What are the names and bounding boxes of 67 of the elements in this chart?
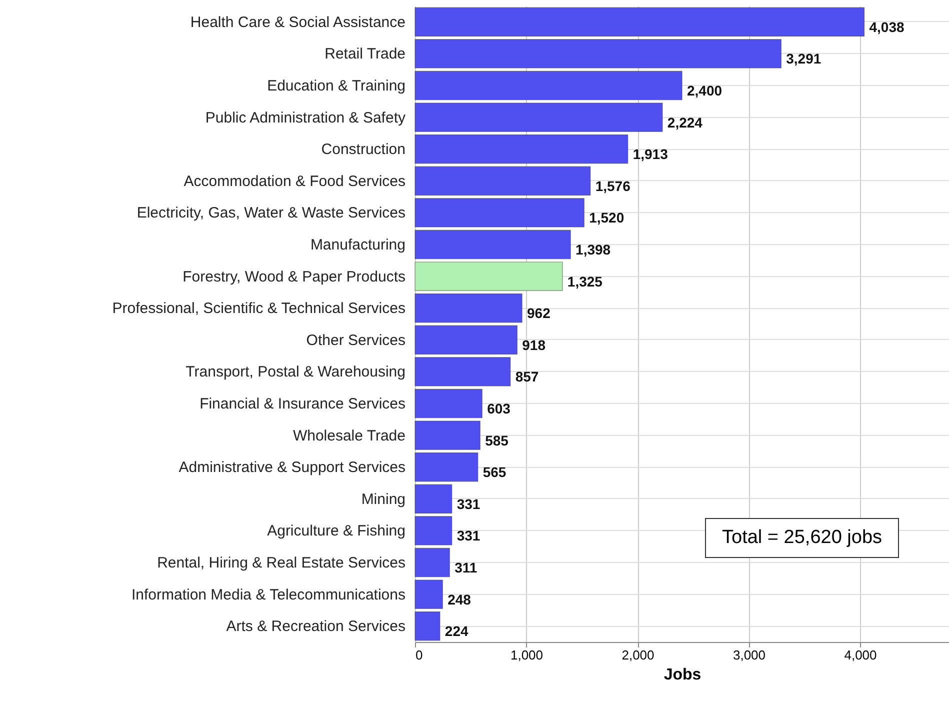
data-label: 1,576 [595,178,631,194]
bar [414,580,443,609]
x-tick-label: 3,000 [732,648,766,662]
bar [414,7,865,37]
y-tick-label: Other Services [306,332,406,349]
y-tick-label: Transport, Postal & Warehousing [186,364,406,381]
bar [414,134,628,164]
bar [414,484,452,514]
data-label: 331 [456,528,480,544]
bar [414,230,571,260]
bar [414,388,482,418]
data-label: 962 [527,305,551,322]
data-label: 2,400 [687,82,722,98]
data-label: 565 [482,464,506,480]
y-tick-label: Forestry, Wood & Paper Products [182,268,406,286]
bar [414,357,511,386]
bar [414,452,478,482]
y-tick-label: Professional, Scientific & Technical Services [112,300,406,318]
y-tick-label: Mining [361,490,406,508]
bar [414,198,584,228]
data-label: 857 [515,368,539,385]
data-label: 603 [487,400,511,416]
x-tick-label: 4,000 [844,648,877,662]
bar [414,548,450,578]
data-label: 1,520 [589,210,624,226]
bar [414,102,663,132]
y-tick-label: Accommodation & Food Services [184,172,406,190]
bar [414,293,522,323]
y-tick-label: Manufacturing [310,236,406,254]
data-label: 224 [444,623,468,640]
y-tick-label: Rental, Hiring & Real Estate Services [157,554,406,572]
bar [414,70,682,100]
y-tick-label: Wholesale Trade [292,427,406,444]
data-label: 585 [485,432,509,448]
y-tick-label: Health Care & Social Assistance [190,14,406,31]
y-tick-label: Administrative & Support Services [178,459,406,476]
data-label: 331 [456,496,480,512]
x-tick-label: 1,000 [510,648,544,662]
bar [414,516,452,546]
data-label: 918 [522,336,546,353]
data-label: 248 [448,591,472,608]
x-tick-label: 0 [416,648,423,662]
y-tick-label: Retail Trade [324,46,406,63]
data-label: 4,038 [869,18,904,35]
bar [414,39,782,68]
annotation: Total = 25,620 jobs [705,518,900,558]
x-axis-title: Jobs [664,666,702,684]
bar [414,325,518,355]
data-label: 3,291 [786,50,822,67]
y-tick-label: Information Media & Telecommunications [131,586,406,604]
bar [414,166,591,196]
y-tick-label: Construction [321,141,406,158]
y-tick-label: Arts & Recreation Services [226,618,406,636]
data-label: 311 [454,560,478,576]
bar [414,262,563,291]
y-tick-label: Public Administration & Safety [205,109,406,126]
data-label: 1,325 [567,273,603,290]
data-label: 2,224 [667,114,703,130]
data-label: 1,913 [632,146,668,162]
y-tick-label: Financial & Insurance Services [200,396,406,412]
x-tick-label: 2,000 [622,648,654,662]
y-tick-label: Electricity, Gas, Water & Waste Services [136,204,406,222]
y-tick-label: Education & Training [267,78,406,94]
bar [414,420,480,450]
data-label: 1,398 [576,242,611,258]
bar [414,611,440,641]
y-tick-label: Agriculture & Fishing [267,522,406,540]
